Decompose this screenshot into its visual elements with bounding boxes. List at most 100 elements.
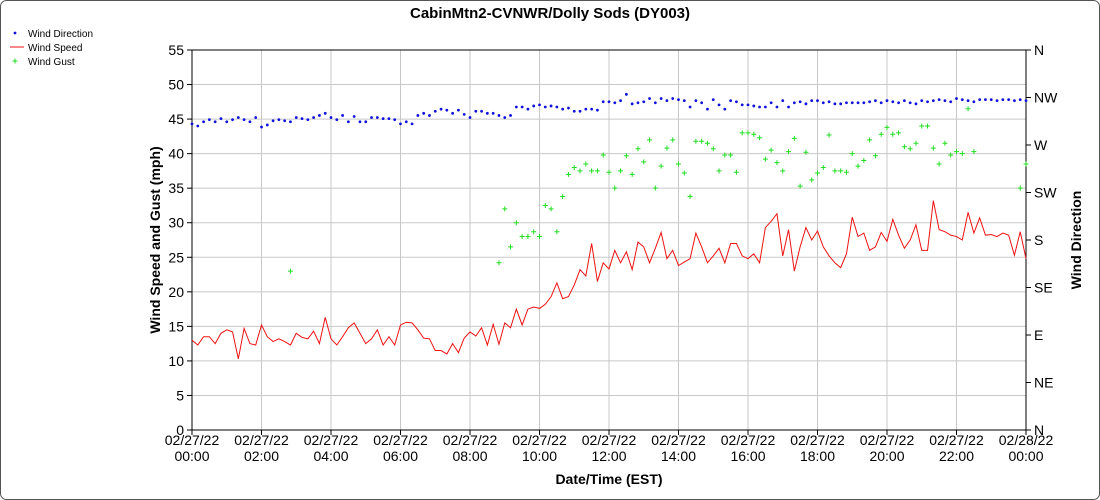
direction-point	[416, 114, 420, 117]
direction-point	[850, 101, 854, 105]
direction-point	[665, 99, 669, 103]
gust-point	[652, 185, 658, 191]
gust-point	[774, 160, 780, 166]
direction-point	[503, 116, 507, 119]
gust-point	[647, 137, 653, 143]
direction-point	[497, 114, 501, 117]
y-tick-label: 15	[168, 318, 184, 334]
legend-marker	[12, 58, 18, 64]
direction-point	[711, 98, 715, 102]
gust-point	[872, 153, 878, 159]
direction-point	[752, 104, 756, 108]
x-tick-label: 02/27/22 22:00	[929, 432, 984, 464]
direction-point	[636, 101, 640, 105]
gust-point	[849, 151, 855, 157]
gust-point	[780, 168, 786, 174]
legend-marker	[13, 31, 17, 35]
direction-point	[775, 105, 779, 109]
direction-point	[1018, 98, 1022, 102]
y-tick-label: 55	[168, 42, 184, 58]
direction-point	[300, 117, 304, 121]
gust-point	[676, 161, 681, 167]
y2-tick-label: N	[1034, 42, 1044, 58]
y-tick-label: 50	[168, 77, 184, 93]
gust-point	[959, 151, 965, 157]
gust-point	[936, 161, 942, 167]
direction-point	[868, 100, 872, 104]
direction-point	[937, 98, 941, 102]
gust-point	[693, 138, 699, 144]
gust-point	[664, 145, 670, 151]
direction-point	[833, 102, 837, 106]
gust-point	[925, 123, 931, 129]
direction-point	[485, 111, 489, 115]
plot-border	[191, 49, 1027, 431]
direction-point	[740, 103, 744, 107]
direction-point	[972, 100, 976, 104]
gust-point	[838, 168, 844, 174]
x-axis-label: Date/Time (EST)	[555, 471, 662, 487]
gust-point	[710, 146, 716, 152]
gust-point	[809, 177, 815, 183]
direction-point	[428, 114, 431, 117]
direction-point	[839, 102, 843, 106]
x-tick-label: 02/28/22 00:00	[999, 432, 1054, 464]
direction-point	[219, 117, 223, 121]
direction-point	[225, 120, 229, 124]
gust-point	[913, 140, 919, 146]
direction-point	[549, 104, 553, 108]
gust-point	[745, 130, 751, 136]
gust-point	[699, 138, 705, 144]
direction-point	[375, 116, 379, 119]
direction-point	[920, 99, 924, 103]
direction-point	[1013, 99, 1016, 103]
direction-point	[514, 105, 518, 109]
direction-point	[555, 105, 559, 109]
gust-point	[867, 137, 873, 143]
direction-point	[358, 120, 362, 124]
y2-tick-label: N	[1034, 422, 1044, 438]
gust-point	[554, 229, 560, 235]
y-tick-label: 45	[168, 111, 184, 127]
gust-point	[513, 220, 519, 226]
gust-point	[531, 229, 537, 235]
direction-point	[989, 98, 993, 102]
gust-point	[942, 140, 948, 146]
direction-point	[1007, 98, 1011, 102]
direction-point	[769, 101, 773, 105]
gust-point	[560, 193, 566, 199]
gust-point	[890, 131, 896, 137]
x-tick-label: 02/27/22 00:00	[165, 432, 220, 464]
direction-point	[346, 120, 350, 124]
y2-tick-label: NE	[1034, 375, 1053, 391]
gust-point	[907, 146, 913, 152]
y-tick-label: 30	[168, 215, 184, 231]
direction-point	[960, 98, 964, 102]
direction-point	[341, 114, 344, 117]
x-tick-label: 02/27/22 16:00	[721, 432, 776, 464]
gust-point	[843, 169, 849, 175]
direction-point	[462, 112, 466, 116]
gust-point	[855, 163, 861, 169]
direction-point	[538, 103, 541, 107]
direction-point	[410, 122, 414, 126]
direction-point	[202, 120, 205, 124]
direction-point	[613, 101, 617, 105]
gust-point	[768, 147, 774, 153]
direction-point	[213, 120, 217, 124]
y2-tick-label: E	[1034, 327, 1043, 343]
direction-point	[984, 98, 987, 102]
direction-point	[543, 105, 547, 109]
gust-point	[612, 185, 618, 191]
direction-point	[370, 116, 373, 119]
direction-point	[318, 114, 321, 117]
y-tick-label: 25	[168, 249, 184, 265]
direction-point	[804, 102, 808, 106]
direction-point	[601, 100, 605, 104]
gust-point	[930, 145, 936, 151]
direction-point	[207, 118, 211, 122]
direction-point	[381, 117, 385, 121]
x-tick-label: 02/27/22 20:00	[860, 432, 915, 464]
